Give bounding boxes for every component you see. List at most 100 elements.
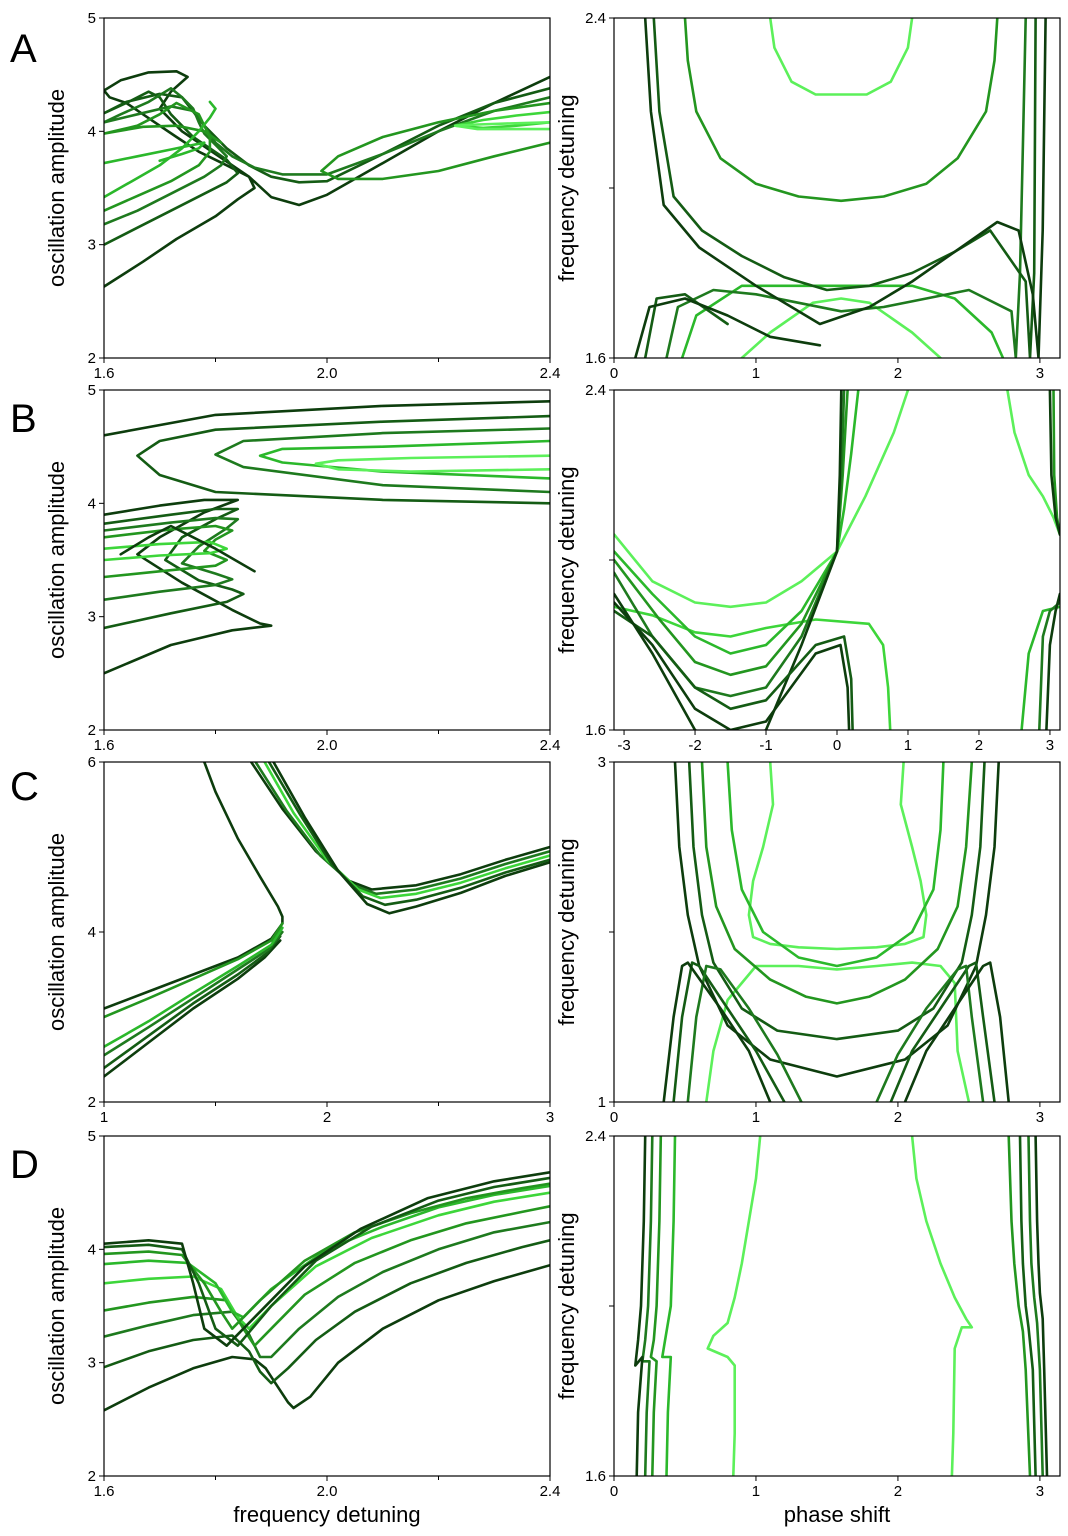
series-line — [662, 961, 772, 1102]
series-line — [136, 414, 550, 505]
y-tick-label: 1.6 — [585, 350, 606, 367]
axes-frame — [613, 761, 1061, 1103]
series-line — [740, 297, 942, 358]
series-group — [104, 70, 550, 288]
y-tick-label: 1.6 — [585, 722, 606, 739]
y-tick-label: 4 — [88, 924, 96, 941]
series-line — [768, 18, 914, 96]
series-line — [747, 762, 928, 951]
axes-frame — [103, 761, 551, 1103]
y-tick-label: 2 — [88, 1468, 96, 1485]
series-line — [104, 141, 206, 165]
x-tick-label: 0 — [610, 365, 618, 382]
y-tick-label: 4 — [88, 123, 96, 140]
series-line — [910, 1136, 974, 1476]
series-line — [1045, 592, 1060, 730]
series-line — [254, 762, 550, 896]
series-group — [104, 762, 550, 1078]
series-line — [119, 524, 256, 573]
x-tick-label: 1 — [752, 1483, 760, 1500]
series-line — [614, 390, 843, 730]
series-line — [258, 439, 550, 480]
series-line — [214, 427, 550, 494]
x-tick-label: 2.0 — [317, 365, 338, 382]
y-tick-label: 2 — [88, 350, 96, 367]
y-axis-label: oscillation amplitude — [44, 833, 69, 1031]
x-tick-label: 1 — [100, 1109, 108, 1126]
series-line — [649, 1136, 663, 1476]
series-line — [104, 939, 282, 1078]
series-line — [272, 762, 550, 915]
series-line — [1006, 390, 1060, 536]
series-line — [267, 762, 550, 907]
x-tick-label: 2 — [894, 1109, 902, 1126]
y-tick-label: 2.4 — [585, 382, 606, 399]
axes-frame — [613, 1135, 1061, 1477]
series-line — [104, 926, 284, 1049]
series-line — [614, 390, 910, 609]
y-tick-label: 3 — [88, 1355, 96, 1372]
series-line — [314, 454, 550, 473]
y-tick-label: 4 — [88, 495, 96, 512]
series-line — [1027, 1136, 1044, 1476]
series-group — [662, 762, 1010, 1102]
series-line — [104, 1205, 550, 1347]
series-line — [672, 961, 786, 1102]
x-axis-label: phase shift — [784, 1502, 890, 1527]
y-axis-label: frequency detuning — [554, 1212, 579, 1399]
x-tick-label: 1.6 — [94, 1483, 115, 1500]
x-tick-label: 2.4 — [540, 737, 561, 754]
axes-frame — [103, 389, 551, 731]
series-line — [889, 961, 996, 1102]
x-tick-label: -3 — [617, 737, 630, 754]
series-line — [104, 1182, 550, 1330]
series-line — [614, 605, 892, 730]
series-group — [104, 1171, 550, 1412]
series-line — [683, 18, 999, 203]
y-tick-label: 4 — [88, 1241, 96, 1258]
x-tick-label: 2 — [894, 1483, 902, 1500]
panel-label-a: A — [10, 27, 37, 71]
series-line — [686, 964, 803, 1102]
y-axis-label: oscillation amplitude — [44, 89, 69, 287]
series-line — [104, 1220, 550, 1359]
series-line — [104, 1176, 550, 1347]
plot-area: 1.6 2.0 2.4 2 3 4 5 oscillation amplitude 0 1 2 3 1.… — [44, 10, 1061, 1527]
series-line — [687, 762, 986, 1041]
series-line — [634, 1136, 647, 1476]
series-line — [104, 498, 273, 675]
x-tick-label: 1 — [752, 1109, 760, 1126]
y-tick-label: 2.4 — [585, 10, 606, 27]
series-line — [104, 762, 284, 1010]
x-tick-label: 3 — [1046, 737, 1054, 754]
series-line — [875, 964, 985, 1102]
series-line — [614, 609, 854, 730]
series-line — [104, 1263, 550, 1412]
series-line — [104, 922, 284, 1019]
series-line — [661, 1136, 677, 1476]
y-tick-label: 2.4 — [585, 1128, 606, 1145]
series-line — [104, 400, 550, 437]
panel-label-d: D — [10, 1143, 39, 1187]
y-tick-label: 5 — [88, 1128, 96, 1145]
y-axis-label: frequency detuning — [554, 466, 579, 653]
series-line — [104, 540, 228, 562]
series-line — [700, 762, 974, 1005]
x-tick-label: 1.6 — [94, 737, 115, 754]
series-line — [706, 1136, 762, 1476]
chart-b-right: -3 -2 -1 0 1 2 3 1.6 2.4 frequency detuning — [554, 382, 1061, 754]
series-line — [104, 70, 550, 288]
series-line — [453, 121, 550, 131]
series-line — [643, 18, 1047, 358]
x-tick-label: -1 — [759, 737, 772, 754]
series-line — [903, 961, 1010, 1102]
y-tick-label: 3 — [88, 237, 96, 254]
x-axis-label: frequency detuning — [233, 1502, 420, 1527]
series-group — [634, 18, 1047, 358]
y-tick-label: 1.6 — [585, 1468, 606, 1485]
x-tick-label: 0 — [610, 1109, 618, 1126]
series-line — [1034, 1136, 1049, 1476]
y-tick-label: 6 — [88, 754, 96, 771]
series-line — [680, 284, 1005, 358]
